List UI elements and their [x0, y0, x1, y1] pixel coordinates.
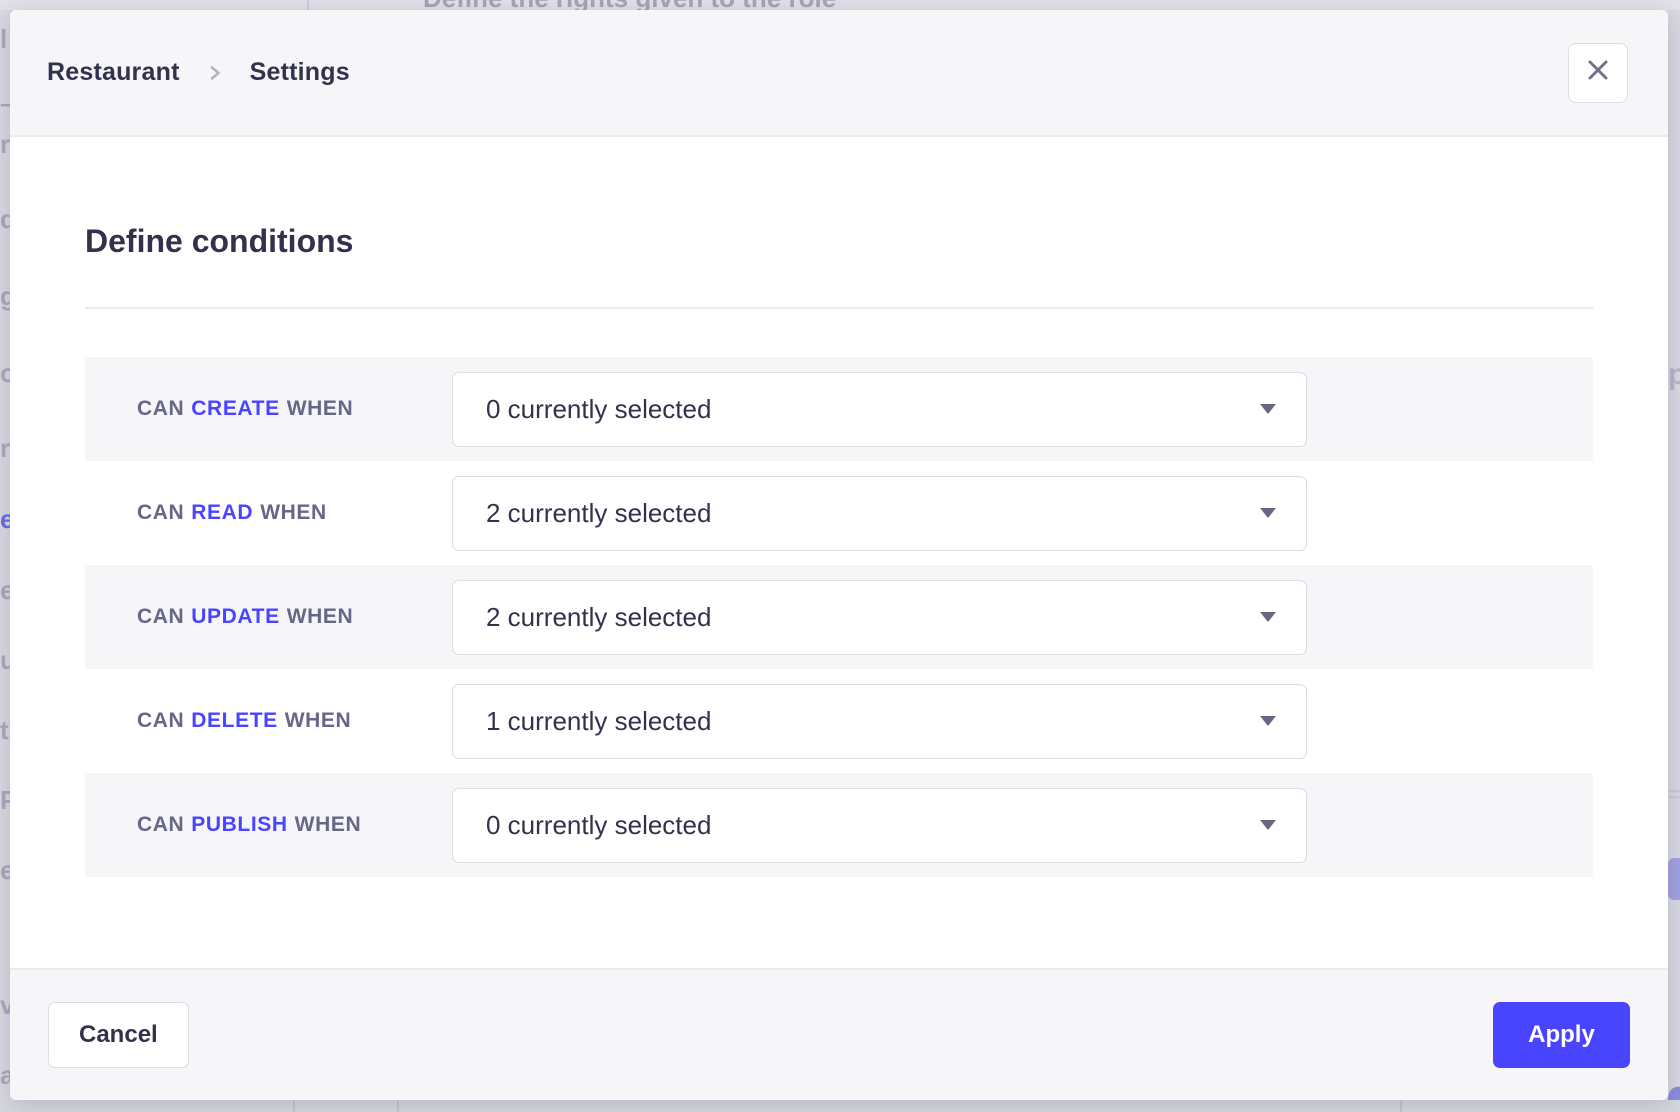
- conditions-modal: Restaurant Settings Define conditions: [10, 10, 1668, 1100]
- breadcrumb: Restaurant Settings: [47, 58, 350, 87]
- cancel-button[interactable]: Cancel: [48, 1002, 189, 1068]
- backdrop-fragment-link: e: [0, 504, 10, 534]
- breadcrumb-section: Restaurant: [47, 58, 180, 86]
- backdrop-fragment: e: [0, 855, 10, 885]
- apply-button[interactable]: Apply: [1493, 1002, 1630, 1068]
- close-icon: [1585, 57, 1611, 88]
- delete-conditions-select[interactable]: 1 currently selected: [452, 683, 1307, 759]
- condition-label: CAN DELETE WHEN: [137, 709, 452, 733]
- close-button[interactable]: [1568, 42, 1628, 103]
- label-suffix: WHEN: [286, 605, 354, 628]
- modal-footer: Cancel Apply: [10, 968, 1668, 1100]
- caret-down-icon: [1260, 508, 1276, 518]
- condition-label: CAN UPDATE WHEN: [137, 605, 452, 629]
- conditions-list: CAN CREATE WHEN 0 currently selected CAN RE…: [85, 357, 1593, 877]
- backdrop-fragment: u: [0, 645, 10, 675]
- caret-down-icon: [1260, 716, 1276, 726]
- update-conditions-select[interactable]: 2 currently selected: [452, 579, 1307, 655]
- modal-body: Define conditions CAN CREATE WHEN 0 curren…: [10, 221, 1668, 877]
- label-suffix: WHEN: [294, 813, 362, 836]
- label-suffix: WHEN: [260, 501, 327, 524]
- chevron-right-icon: [205, 63, 225, 83]
- backdrop-fragment: d: [0, 204, 10, 234]
- label-suffix: WHEN: [286, 397, 354, 420]
- condition-row-create: CAN CREATE WHEN 0 currently selected: [85, 357, 1593, 461]
- backdrop-fragment: =: [1668, 782, 1680, 807]
- label-prefix: CAN: [137, 501, 185, 524]
- backdrop-table-border: [397, 1100, 399, 1112]
- modal-header: Restaurant Settings: [10, 10, 1668, 137]
- condition-label: CAN READ WHEN: [137, 501, 452, 525]
- backdrop-fragment: v: [0, 990, 10, 1020]
- backdrop-pill-fragment: [1668, 858, 1680, 900]
- condition-label: CAN CREATE WHEN: [137, 397, 452, 421]
- title-divider: [85, 307, 1593, 309]
- label-prefix: CAN: [137, 709, 185, 732]
- caret-down-icon: [1260, 820, 1276, 830]
- backdrop-bottom-strip: [0, 1100, 1680, 1112]
- read-conditions-select[interactable]: 2 currently selected: [452, 475, 1307, 551]
- backdrop-fragment: ti: [0, 715, 10, 745]
- backdrop-table-border: [307, 0, 309, 10]
- backdrop-fragment: g: [0, 281, 10, 311]
- select-value: 2 currently selected: [486, 497, 712, 528]
- backdrop-right-strip: p =: [1668, 0, 1680, 1112]
- condition-label: CAN PUBLISH WHEN: [137, 813, 452, 837]
- backdrop-top-strip: Define the rights given to the role: [0, 0, 1680, 10]
- page-title: Define conditions: [85, 223, 354, 259]
- label-prefix: CAN: [137, 397, 185, 420]
- select-value: 0 currently selected: [486, 809, 712, 840]
- backdrop-fragment: r: [0, 129, 10, 159]
- condition-row-publish: CAN PUBLISH WHEN 0 currently selected: [85, 773, 1593, 877]
- backdrop-fragment: p: [1668, 358, 1680, 391]
- label-prefix: CAN: [137, 605, 185, 628]
- backdrop-fragment: r: [0, 433, 10, 463]
- backdrop-page-title: Define the rights given to the role: [423, 0, 836, 10]
- backdrop-fragment: l: [0, 24, 8, 54]
- label-action: DELETE: [191, 709, 278, 732]
- backdrop-left-strip: l – r d g o r e er u ti P e v ai: [0, 0, 10, 1112]
- select-value: 2 currently selected: [486, 601, 712, 632]
- condition-row-delete: CAN DELETE WHEN 1 currently selected: [85, 669, 1593, 773]
- label-action: READ: [191, 501, 254, 524]
- label-action: UPDATE: [191, 605, 280, 628]
- select-value: 1 currently selected: [486, 705, 712, 736]
- create-conditions-select[interactable]: 0 currently selected: [452, 371, 1307, 447]
- backdrop-table-border: [293, 1100, 295, 1112]
- backdrop-fragment: o: [0, 358, 10, 388]
- breadcrumb-page: Settings: [249, 58, 350, 86]
- condition-row-update: CAN UPDATE WHEN 2 currently selected: [85, 565, 1593, 669]
- backdrop-fragment: er: [0, 575, 10, 605]
- backdrop-table-border: [1400, 1100, 1402, 1112]
- caret-down-icon: [1260, 404, 1276, 414]
- label-action: PUBLISH: [191, 813, 288, 836]
- publish-conditions-select[interactable]: 0 currently selected: [452, 787, 1307, 863]
- backdrop-fragment: –: [0, 88, 10, 119]
- label-suffix: WHEN: [284, 709, 352, 732]
- condition-row-read: CAN READ WHEN 2 currently selected: [85, 461, 1593, 565]
- backdrop-fragment: ai: [0, 1060, 10, 1090]
- caret-down-icon: [1260, 612, 1276, 622]
- backdrop-fragment: P: [0, 785, 10, 815]
- label-prefix: CAN: [137, 813, 185, 836]
- label-action: CREATE: [191, 397, 280, 420]
- select-value: 0 currently selected: [486, 393, 712, 424]
